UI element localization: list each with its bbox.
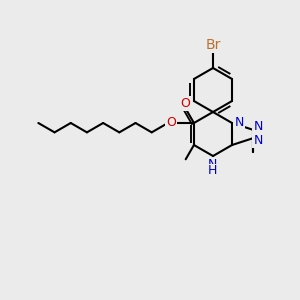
Text: O: O — [180, 97, 190, 110]
Text: N: N — [234, 116, 244, 128]
Text: N: N — [253, 134, 263, 147]
Text: H: H — [207, 164, 217, 178]
Text: N: N — [207, 158, 217, 170]
Text: Br: Br — [205, 38, 221, 52]
Text: O: O — [166, 116, 176, 130]
Text: N: N — [253, 120, 263, 133]
